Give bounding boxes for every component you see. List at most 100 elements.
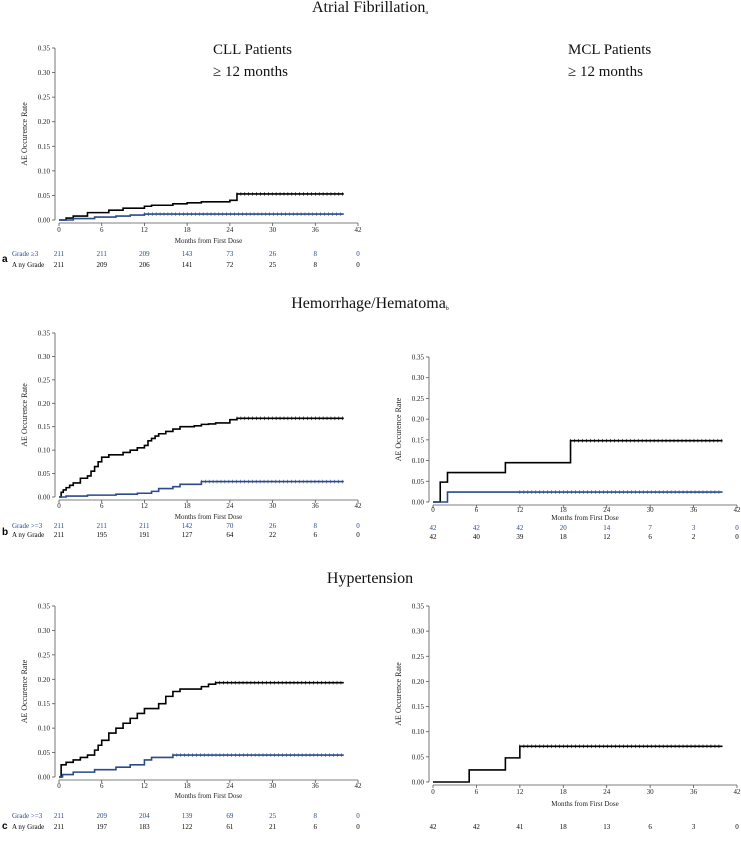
risk-value: 0 [356,531,360,539]
risk-value: 61 [226,823,234,831]
series-line-any-grade [433,746,723,782]
x-tick-label: 42 [355,226,363,234]
risk-value: 41 [516,823,524,831]
y-tick-label: 0.05 [38,192,51,200]
risk-value: 69 [226,812,234,820]
y-tick-label: 0.35 [412,603,425,611]
risk-value: 26 [269,522,277,530]
x-tick-label: 6 [100,502,104,510]
x-tick-label: 30 [269,782,277,790]
risk-value: 20 [560,524,568,532]
risk-value: 209 [96,812,107,820]
panel-letter: b [2,527,8,538]
risk-value: 25 [269,261,277,269]
x-tick-label: 6 [100,782,104,790]
y-tick-label: 0.20 [38,676,51,684]
risk-value: 211 [97,250,108,258]
risk-value: 42 [473,823,481,831]
risk-value: 142 [182,522,193,530]
y-tick-label: 0.30 [38,69,51,77]
risk-value: 0 [735,524,739,532]
x-tick-label: 42 [734,788,741,796]
risk-value: 211 [54,531,65,539]
risk-value: 3 [692,823,696,831]
y-tick-label: 0.05 [412,478,425,486]
risk-value: 42 [473,524,481,532]
series-line-any-grade [59,194,344,220]
y-tick-label: 0.10 [38,725,51,733]
x-tick-label: 18 [560,506,568,514]
cohort-subtitle: ≥ 12 months [213,64,288,80]
y-tick-label: 0.15 [38,423,51,431]
x-tick-label: 24 [226,502,234,510]
y-tick-label: 0.15 [38,700,51,708]
x-tick-label: 36 [690,788,698,796]
risk-row-label: Grade >=3 [12,522,43,530]
risk-value: 0 [356,522,360,530]
y-tick-label: 0.10 [38,447,51,455]
x-tick-label: 36 [690,506,698,514]
risk-value: 8 [314,522,318,530]
x-tick-label: 42 [734,506,741,514]
y-axis-label: AE Occurence Rate [394,397,403,461]
x-tick-label: 0 [57,502,61,510]
y-tick-label: 0.00 [38,217,51,225]
x-tick-label: 12 [516,788,524,796]
risk-value: 42 [430,823,438,831]
risk-value: 0 [356,812,360,820]
risk-value: 204 [139,812,150,820]
y-tick-label: 0.25 [38,376,51,384]
y-tick-label: 0.25 [412,653,425,661]
y-tick-label: 0.10 [412,457,425,465]
risk-value: 183 [139,823,150,831]
panel-title: Hemorrhage/Hematomab [291,295,449,312]
x-tick-label: 12 [141,226,149,234]
panel-title: Atrial Fibrillationa [312,0,428,16]
risk-value: 8 [314,261,318,269]
risk-row-label: A ny Grade [12,823,44,831]
y-tick-label: 0.35 [38,603,51,611]
x-axis-label: Months from First Dose [551,514,618,522]
y-tick-label: 0.00 [412,499,425,507]
y-tick-label: 0.00 [38,774,51,782]
x-tick-label: 0 [431,506,435,514]
x-tick-label: 24 [603,506,611,514]
x-tick-label: 24 [603,788,611,796]
x-tick-label: 6 [475,506,479,514]
y-tick-label: 0.20 [38,118,51,126]
x-tick-label: 30 [647,788,655,796]
risk-value: 22 [269,531,277,539]
risk-value: 197 [96,823,107,831]
risk-value: 0 [356,261,360,269]
y-tick-label: 0.35 [412,354,425,362]
risk-value: 211 [139,522,150,530]
risk-value: 209 [96,261,107,269]
risk-value: 2 [692,533,696,541]
risk-value: 26 [269,250,277,258]
x-tick-label: 42 [355,782,363,790]
y-tick-label: 0.20 [412,678,425,686]
y-axis-label: AE Occurence Rate [20,383,29,447]
risk-value: 8 [314,250,318,258]
y-tick-label: 0.00 [412,779,425,787]
risk-value: 39 [516,533,524,541]
panel-letter: a [2,254,8,265]
risk-value: 42 [430,533,438,541]
x-tick-label: 0 [431,788,435,796]
risk-row-label: A ny Grade [12,261,44,269]
x-tick-label: 6 [475,788,479,796]
risk-value: 211 [54,250,65,258]
risk-value: 211 [54,522,65,530]
x-tick-label: 18 [184,782,192,790]
risk-value: 211 [54,823,65,831]
y-tick-label: 0.35 [38,330,51,338]
y-tick-label: 0.05 [38,470,51,478]
cohort-subtitle: ≥ 12 months [568,64,643,80]
risk-value: 14 [603,524,611,532]
risk-value: 8 [314,812,318,820]
risk-value: 25 [269,812,277,820]
risk-value: 209 [139,250,150,258]
y-axis-label: AE Occurence Rate [394,662,403,726]
series-line-any-grade [59,418,344,497]
